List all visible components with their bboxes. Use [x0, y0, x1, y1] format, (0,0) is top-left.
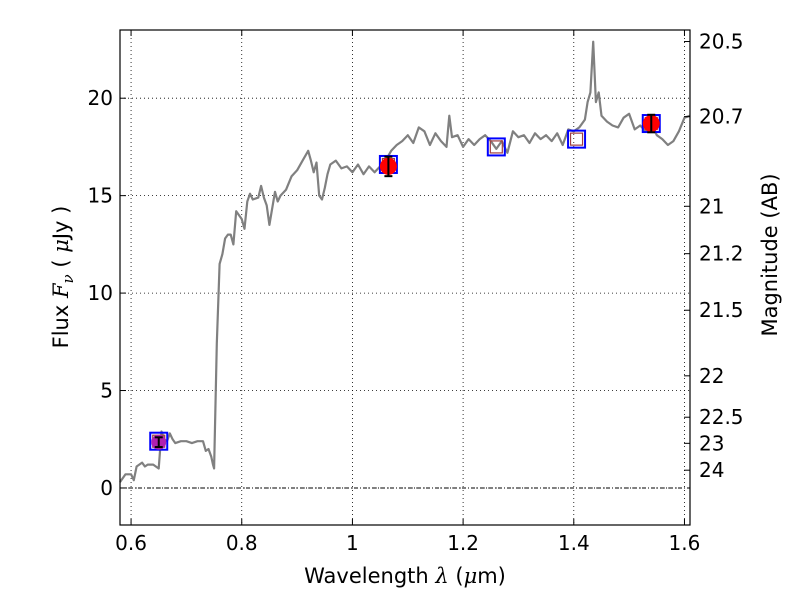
model-marker	[149, 431, 169, 451]
magnitude-tick-label: 20.7	[699, 105, 744, 129]
x-tick-label: 0.6	[115, 531, 147, 555]
observed-markers	[151, 113, 660, 450]
x-tick-label: 1.2	[447, 531, 479, 555]
magnitude-tick-label: 21.2	[699, 242, 744, 266]
magnitude-tick-labels: 20.5 20.7 21 21.2 21.5 22 22.523 24	[699, 30, 744, 483]
spectrum-line	[119, 40, 691, 483]
model-inner-marker	[569, 132, 584, 146]
model-marker	[486, 137, 506, 157]
x-tick-label: 1.4	[558, 531, 590, 555]
y-tick-label: 10	[88, 281, 113, 305]
y-tick-label: 15	[88, 184, 113, 208]
magnitude-tick-label: 20.5	[699, 30, 744, 54]
magnitude-tick-label: 21.5	[699, 298, 744, 322]
model-marker	[567, 129, 587, 149]
plot-frame	[119, 29, 691, 526]
y-tick-label: 20	[88, 86, 113, 110]
magnitude-tick-label: 23	[699, 431, 724, 455]
x-tick-label: 1.6	[669, 531, 701, 555]
magnitude-tick-label: 22	[699, 364, 724, 388]
y-tick-labels: 0 5 10 15 20	[88, 86, 113, 500]
y-tick-label: 5	[100, 379, 113, 403]
magnitude-tick-label: 24	[699, 458, 724, 482]
magnitude-axis-label: Magnitude (AB)	[758, 173, 782, 336]
y-tick-label: 0	[100, 476, 113, 500]
x-tick-label: 0.8	[226, 531, 258, 555]
y-axis-label: Flux Fν ( μJy )	[49, 206, 77, 349]
ticks	[120, 30, 690, 525]
model-inner-marker	[489, 140, 503, 154]
x-tick-label: 1	[346, 531, 359, 555]
x-axis-label: Wavelength λ (μm)	[304, 564, 506, 588]
x-tick-labels: 0.6 0.8 1 1.2 1.4 1.6	[115, 531, 700, 555]
magnitude-tick-label: 21	[699, 194, 724, 218]
magnitude-tick-label: 22.5	[699, 405, 744, 429]
